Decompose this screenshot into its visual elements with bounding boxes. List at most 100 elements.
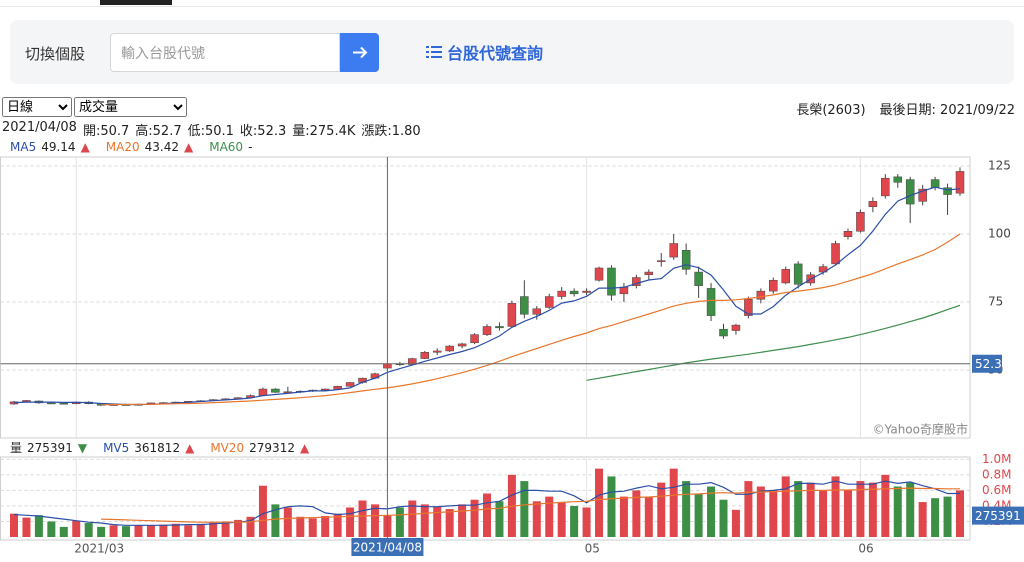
candle-body (781, 269, 790, 284)
candle-body (793, 263, 803, 285)
volume-bar (893, 486, 902, 537)
quote-date: 2021/04/08 (2, 120, 77, 135)
candle-body (719, 328, 728, 337)
legend: MA5 49.14 ▲ MA20 43.42 ▲ MA60- (10, 140, 252, 154)
legend-value: 279312 (249, 441, 295, 455)
volume-bar (657, 482, 666, 537)
candle-body (868, 201, 878, 208)
legend-value: 275391 (27, 441, 73, 455)
legend-value: 49.14 (41, 140, 75, 154)
volume-frame (0, 456, 971, 541)
candle-body (96, 403, 106, 406)
candle-body (146, 402, 156, 405)
lookup-text: 台股代號查詢 (447, 44, 544, 63)
y-tick-label: 75 (988, 294, 1003, 308)
volume-bar (283, 507, 292, 537)
candle-body (184, 401, 193, 403)
candle-body (408, 358, 417, 365)
crosshair-price-box (972, 354, 1002, 373)
search-button[interactable] (340, 33, 379, 72)
candle-body (34, 400, 44, 404)
ma-line (101, 233, 961, 406)
quote-item: 漲跌:1.80 (361, 124, 421, 139)
candle-body (121, 404, 131, 406)
y-tick-label: 0.6M (982, 483, 1011, 497)
period-select[interactable]: 日線 (2, 97, 72, 117)
candle-body (457, 343, 467, 347)
candle-body (769, 279, 778, 292)
volume-bar (234, 519, 243, 537)
candle-body (706, 288, 716, 316)
candle-body (955, 171, 965, 194)
candle-body (619, 286, 629, 295)
legend-value: 43.42 (145, 140, 179, 154)
lookup-link[interactable]: 台股代號查詢 (426, 42, 544, 63)
last-date: 最後日期: 2021/09/22 (879, 103, 1015, 118)
candle-body (221, 398, 230, 401)
search-input[interactable]: 輸入台股代號 (110, 33, 340, 72)
volume-bar (10, 513, 18, 537)
x-tick-label: 06 (858, 542, 873, 556)
candle-body (644, 271, 654, 276)
volume-bar (557, 502, 566, 537)
volume-bar (458, 504, 467, 537)
volume-bar (308, 518, 317, 537)
candle-body (607, 267, 616, 296)
volume-bar (408, 500, 417, 537)
volume-bar (22, 517, 31, 537)
volume-bar (632, 490, 641, 537)
volume-bar (794, 481, 803, 537)
indicator-select[interactable]: 成交量 (74, 97, 187, 117)
candle-body (9, 401, 19, 405)
candle-body (283, 391, 293, 394)
candle-body (159, 402, 168, 404)
volume-bar (34, 515, 43, 537)
volume-bar (97, 526, 106, 537)
candle-body (71, 401, 81, 404)
y-tick-label: 0.8M (982, 467, 1011, 481)
volume-bar (520, 481, 529, 537)
volume-bar (72, 520, 81, 537)
candle-body (756, 290, 766, 300)
ma-line (13, 186, 961, 406)
y-tick-label: 50 (988, 362, 1003, 376)
candle-body (806, 274, 815, 284)
volume-bar (881, 474, 890, 537)
candle-body (681, 250, 691, 270)
volume-bar (370, 504, 379, 537)
volume-bar (669, 468, 678, 537)
candle-body (345, 382, 355, 387)
price-frame (0, 156, 971, 439)
candle-body (109, 404, 118, 406)
candle-body (557, 290, 566, 297)
legend-trend: ▲ (185, 441, 195, 455)
volume-bar (607, 476, 616, 537)
volume-bar (433, 506, 442, 537)
quote-item: 量:275.4K (292, 124, 356, 139)
candle-body (731, 324, 741, 331)
volume-bar (395, 507, 404, 537)
volume-bar (59, 526, 68, 537)
volume-bar (931, 498, 940, 537)
candle-body (507, 303, 517, 327)
volume-bar (806, 482, 815, 537)
quote-item: 收:52.3 (239, 124, 287, 139)
volume-bar (906, 482, 915, 537)
volume-bar (333, 513, 342, 537)
stock-name: 長榮(2603) (796, 103, 866, 118)
volume-bar (781, 476, 790, 537)
quote-item: 高:52.7 (135, 124, 182, 139)
candle-body (843, 231, 853, 237)
candle-body (657, 260, 666, 262)
candle-body (171, 401, 181, 404)
volume-bar (570, 505, 579, 537)
volume-bar (122, 526, 131, 537)
candle-body (333, 386, 342, 390)
candle-body (22, 400, 31, 403)
y-tick-label: 0.2M (982, 514, 1011, 528)
volume-bar (943, 496, 952, 537)
volume-bar (595, 468, 604, 537)
top-rule (0, 6, 1024, 7)
crosshair-date-label: 2021/04/08 (353, 541, 422, 555)
